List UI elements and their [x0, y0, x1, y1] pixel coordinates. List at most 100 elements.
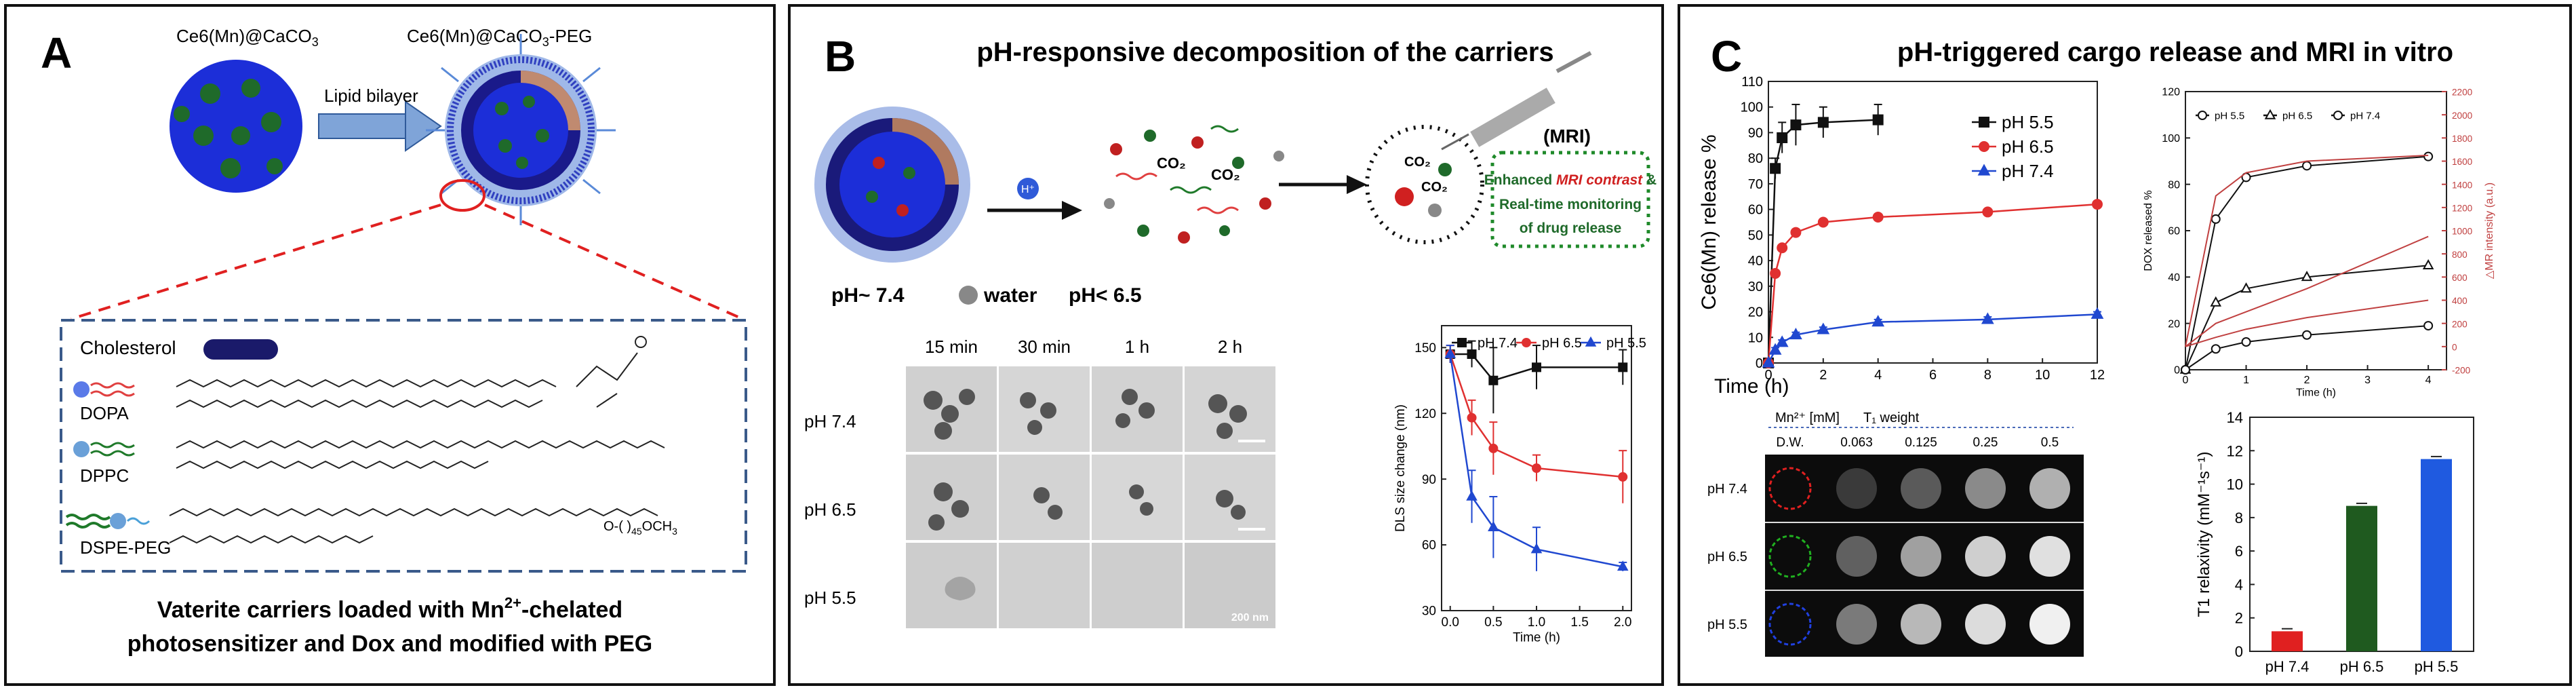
legend-label: pH 5.5: [2002, 112, 2054, 132]
dopa-icon: [73, 381, 135, 398]
legend-label: pH 7.4: [1478, 336, 1518, 351]
data-point: [2423, 321, 2434, 331]
y-tick-label: 6: [2235, 543, 2243, 560]
ph-left-label: pH~ 7.4: [831, 284, 905, 307]
mri-col-dw: D.W.: [1776, 436, 1804, 450]
co2-label-3: CO₂: [1404, 155, 1431, 170]
legend-label: pH 5.5: [2215, 110, 2244, 121]
x-tick-label: 2: [2304, 375, 2310, 386]
x-tick-label: 3: [2364, 375, 2371, 386]
y-tick-label: 60: [1748, 203, 1763, 218]
data-point: [1532, 463, 1541, 473]
panel-a-caption-line1: Vaterite carriers loaded with Mn2+-chela…: [157, 594, 622, 623]
panel-a-caption-line2: photosensitizer and Dox and modified wit…: [127, 631, 653, 657]
panel-b-title: pH-responsive decomposition of the carri…: [976, 37, 1553, 67]
tem-col-2h: 2 h: [1218, 337, 1242, 357]
y-axis-label: DLS size change (nm): [1393, 404, 1408, 532]
panel-b-letter: B: [825, 32, 856, 81]
y-tick-label: 8: [2235, 510, 2243, 526]
y-tick-label: 14: [2227, 409, 2243, 426]
co2-label-2: CO₂: [1211, 166, 1240, 183]
panel-c-title: pH-triggered cargo release and MRI in vi…: [1897, 37, 2453, 67]
data-point: [1467, 349, 1477, 359]
hplus-label: H⁺: [1021, 184, 1035, 195]
dspe-peg-chain: O-( )45OCH3: [603, 519, 677, 537]
y-tick-label: 90: [1422, 473, 1436, 487]
data-point: [1981, 312, 1994, 324]
series-line: [2185, 299, 2429, 347]
x-tick-label: pH 7.4: [2265, 658, 2310, 675]
mri-label: (MRI): [1543, 126, 1591, 147]
released-contents-circle: [1365, 125, 1484, 244]
x-tick-label: 6: [1929, 368, 1937, 383]
y-tick-label: 12: [2227, 442, 2243, 459]
tem-col-30min: 30 min: [1018, 337, 1071, 357]
legend-marker: [1977, 164, 1991, 176]
x-axis-label: Time (h): [1513, 631, 1560, 645]
tem-row-ph55: pH 5.5: [804, 588, 856, 608]
mri-box-line3: of drug release: [1520, 221, 1622, 236]
dls-chart: 0.0 0.5 1.0 1.5 2.0 30 60 90 120 150 Time (h) DLS s…: [1393, 325, 1646, 645]
y-tick-label: 150: [1414, 341, 1436, 356]
data-point: [1762, 356, 1775, 368]
decomposition-cloud: [1104, 125, 1284, 244]
mri-row-ph55: pH 5.5: [1707, 617, 1747, 632]
data-point: [1790, 119, 1802, 131]
dspe-peg-icon: [65, 513, 151, 529]
data-point: [1777, 242, 1788, 254]
legend-marker: [1979, 141, 1989, 152]
x-tick-label: pH 6.5: [2340, 658, 2384, 675]
tem-col-1h: 1 h: [1125, 337, 1149, 357]
y-tick-label: 70: [1748, 177, 1763, 192]
legend-label: pH 5.5: [1606, 336, 1646, 351]
tem-row-ph74: pH 7.4: [804, 411, 856, 432]
x-tick-label: 4: [1874, 368, 1882, 383]
y2-axis-label: △MR intensity (a.u.): [2484, 183, 2495, 279]
data-point: [1817, 322, 1830, 334]
legend-label: pH 6.5: [1542, 336, 1582, 351]
legend-label: pH 6.5: [2002, 136, 2054, 157]
legend-marker: [1979, 117, 1989, 128]
y-tick-label: 110: [1741, 75, 1763, 90]
bar: [2272, 631, 2303, 651]
x-tick-label: 4: [2425, 375, 2432, 386]
series-line: [1767, 119, 1878, 364]
data-point: [2422, 258, 2434, 270]
panel-a: A Ce6(Mn)@CaCO3 Ce6(Mn)@CaCO3-PEG Lipid …: [4, 4, 776, 686]
y-tick-label: 0: [1756, 356, 1763, 371]
data-point: [2090, 307, 2104, 319]
mri-col-05: 0.5: [2041, 436, 2059, 450]
intact-carrier: [814, 107, 970, 263]
y-tick-label: 20: [1748, 305, 1763, 320]
x-tick-label: 1.5: [1570, 615, 1588, 630]
y-tick-label: 0: [2235, 643, 2243, 660]
x-tick-label: 0.0: [1442, 615, 1459, 630]
y2-tick-label: 1200: [2452, 203, 2473, 213]
series-line: [2185, 154, 2429, 347]
data-point: [1817, 117, 1829, 128]
mri-row-ph65: pH 6.5: [1707, 550, 1747, 564]
mri-col-0125: 0.125: [1905, 436, 1937, 450]
caco3-particle: [170, 60, 302, 193]
y-tick-label: 2: [2235, 610, 2243, 627]
lipid-bilayer-arrow: [318, 100, 442, 152]
y-tick-label: 100: [1741, 100, 1763, 115]
y-tick-label: 0: [2174, 365, 2180, 377]
data-point: [1871, 315, 1885, 327]
syringe-icon: [1441, 51, 1592, 151]
y-tick-label: 80: [1748, 151, 1763, 166]
ph-right-label: pH< 6.5: [1069, 284, 1142, 307]
data-point: [1618, 472, 1628, 482]
y-tick-label: 20: [2168, 318, 2180, 330]
data-point: [1817, 216, 1829, 228]
data-point: [2210, 296, 2222, 307]
data-point: [1982, 206, 1994, 218]
y-axis-label: Ce6(Mn) release %: [1698, 134, 1720, 309]
data-point: [1768, 343, 1782, 355]
panel-a-figure: A Ce6(Mn)@CaCO3 Ce6(Mn)@CaCO3-PEG Lipid …: [41, 26, 747, 657]
y2-tick-label: -200: [2452, 366, 2471, 376]
dppc-structure: [176, 440, 665, 469]
dppc-icon: [73, 441, 135, 457]
data-point: [1770, 267, 1781, 279]
y2-tick-label: 800: [2452, 250, 2468, 260]
